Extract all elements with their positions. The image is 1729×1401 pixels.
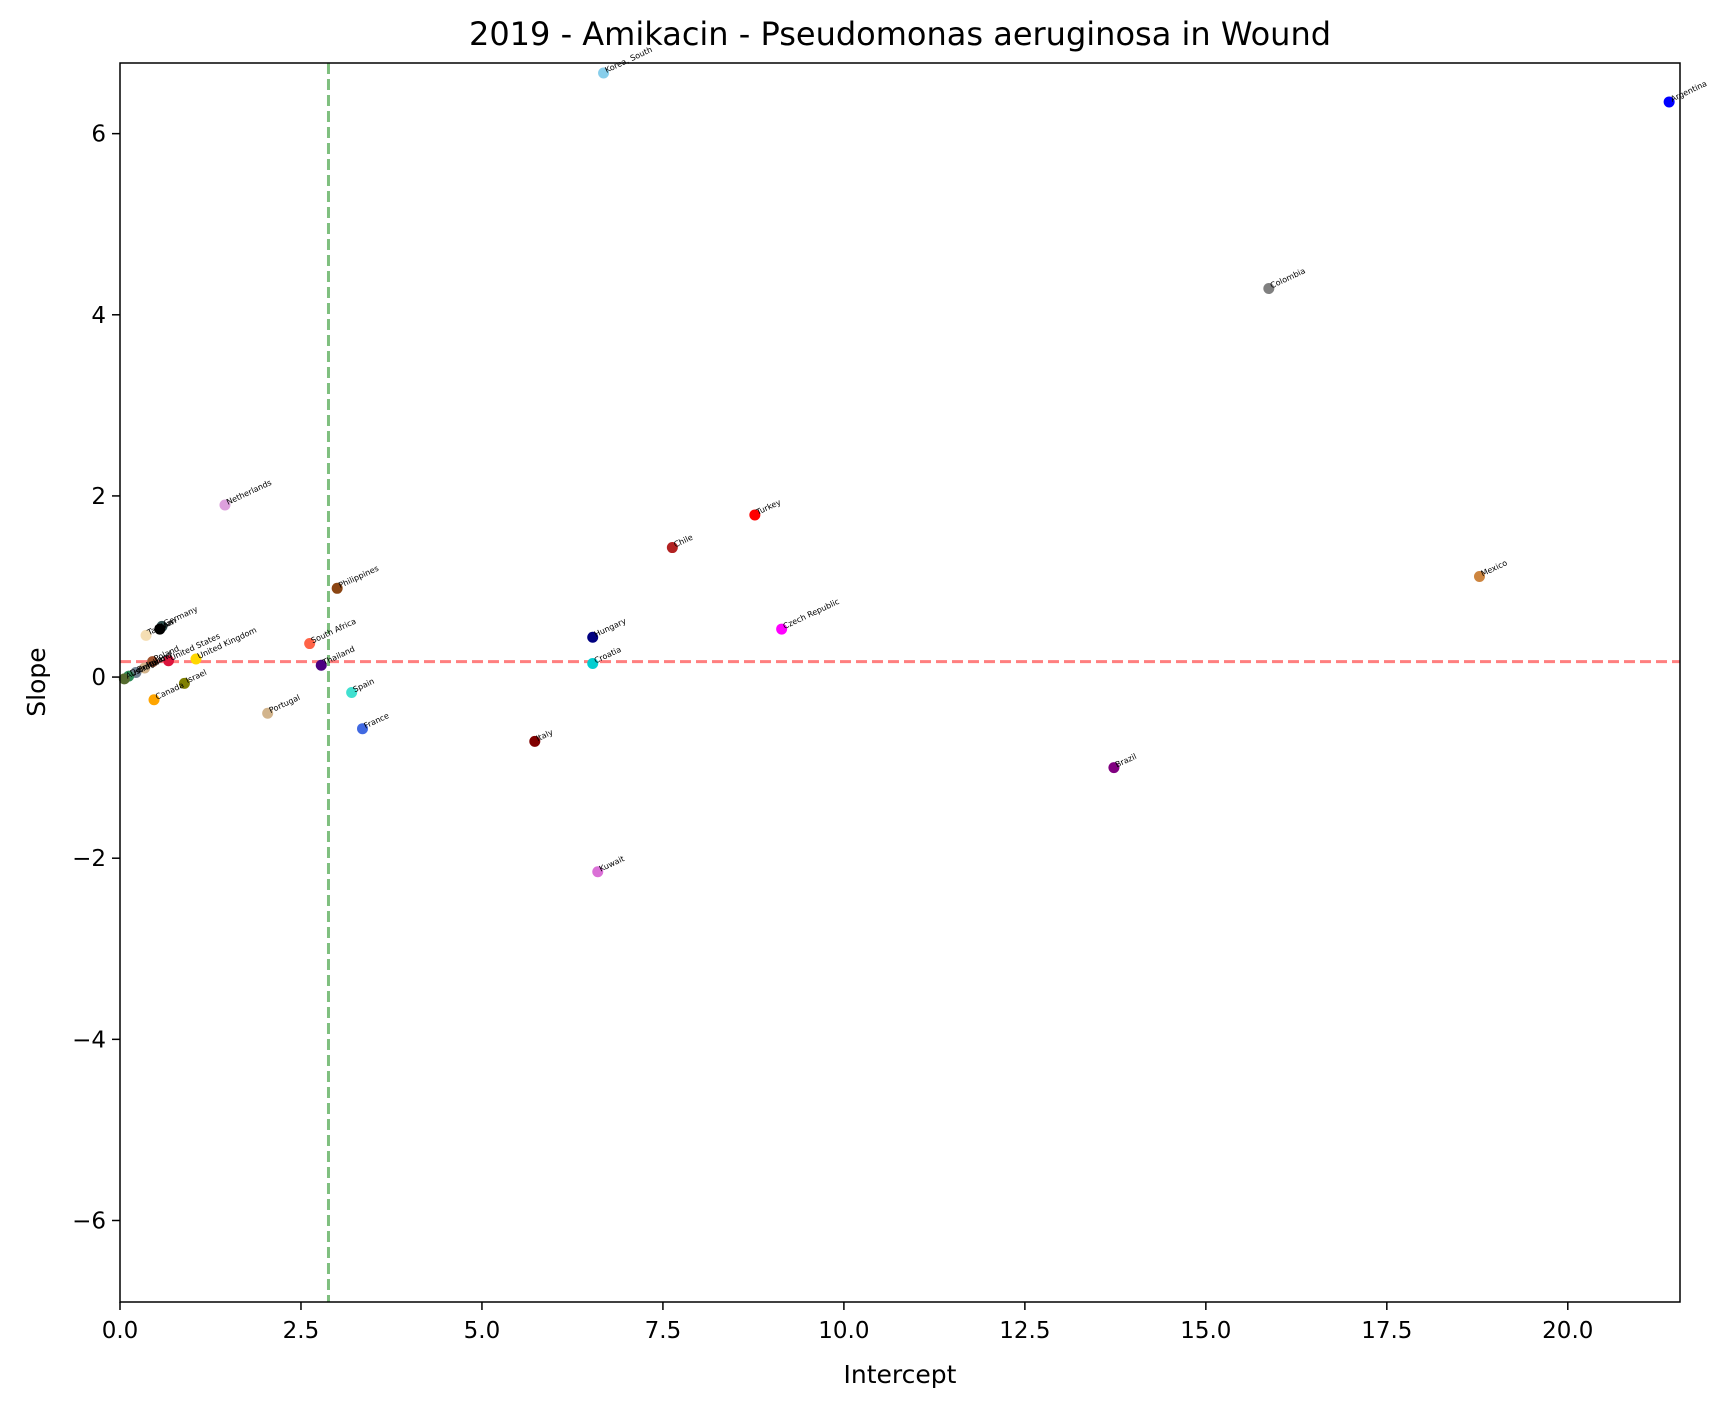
data-point <box>304 638 316 650</box>
x-tick-label: 17.5 <box>1361 1318 1412 1344</box>
data-point <box>346 686 358 698</box>
data-point <box>1663 96 1675 108</box>
data-point <box>163 655 175 667</box>
data-point <box>219 499 231 511</box>
data-point <box>598 67 610 79</box>
data-point <box>357 723 369 735</box>
y-tick-label: 0 <box>91 665 106 691</box>
data-points <box>118 67 1675 878</box>
data-point <box>148 694 160 706</box>
y-tick-label: −6 <box>72 1208 106 1234</box>
x-tick-label: 0.0 <box>102 1318 139 1344</box>
data-point <box>140 629 152 641</box>
x-tick-label: 12.5 <box>999 1318 1050 1344</box>
plot-background <box>120 63 1680 1302</box>
y-tick-label: −2 <box>72 846 106 872</box>
x-tick-label: 20.0 <box>1542 1318 1593 1344</box>
plot-area: Korea, SouthArgentinaColombiaNetherlands… <box>118 45 1708 1303</box>
data-point <box>118 673 130 685</box>
chart-title: 2019 - Amikacin - Pseudomonas aeruginosa… <box>469 15 1331 53</box>
data-point <box>587 631 599 643</box>
x-axis-ticks: 0.0 2.5 5.0 7.5 10.0 12.5 15.0 17.5 20.0 <box>102 1302 1593 1344</box>
data-point <box>154 623 166 635</box>
y-tick-label: −4 <box>72 1027 106 1053</box>
data-point <box>315 659 327 671</box>
plot-frame <box>119 62 1681 1303</box>
data-point <box>592 866 604 878</box>
data-point <box>139 662 151 674</box>
data-point <box>529 735 541 747</box>
data-point <box>666 542 678 554</box>
data-point <box>776 623 788 635</box>
data-point <box>331 582 343 594</box>
data-point <box>1108 762 1120 774</box>
y-tick-label: 6 <box>91 122 106 148</box>
data-point <box>1263 283 1275 295</box>
data-point <box>1473 571 1485 583</box>
x-tick-label: 5.0 <box>464 1318 501 1344</box>
x-tick-label: 10.0 <box>818 1318 869 1344</box>
x-axis-title: Intercept <box>844 1360 957 1389</box>
data-point <box>262 707 274 719</box>
x-tick-label: 15.0 <box>1180 1318 1231 1344</box>
y-tick-label: 4 <box>91 303 106 329</box>
data-point <box>178 677 190 689</box>
data-point <box>749 509 761 521</box>
x-tick-label: 7.5 <box>645 1318 682 1344</box>
y-tick-label: 2 <box>91 484 106 510</box>
data-point <box>147 656 159 668</box>
y-axis-ticks: −6 −4 −2 0 2 4 6 <box>72 122 120 1234</box>
reference-lines <box>120 63 1680 1302</box>
data-point <box>587 657 599 669</box>
y-axis-title: Slope <box>22 647 51 716</box>
data-point <box>190 653 202 665</box>
x-tick-label: 2.5 <box>283 1318 320 1344</box>
